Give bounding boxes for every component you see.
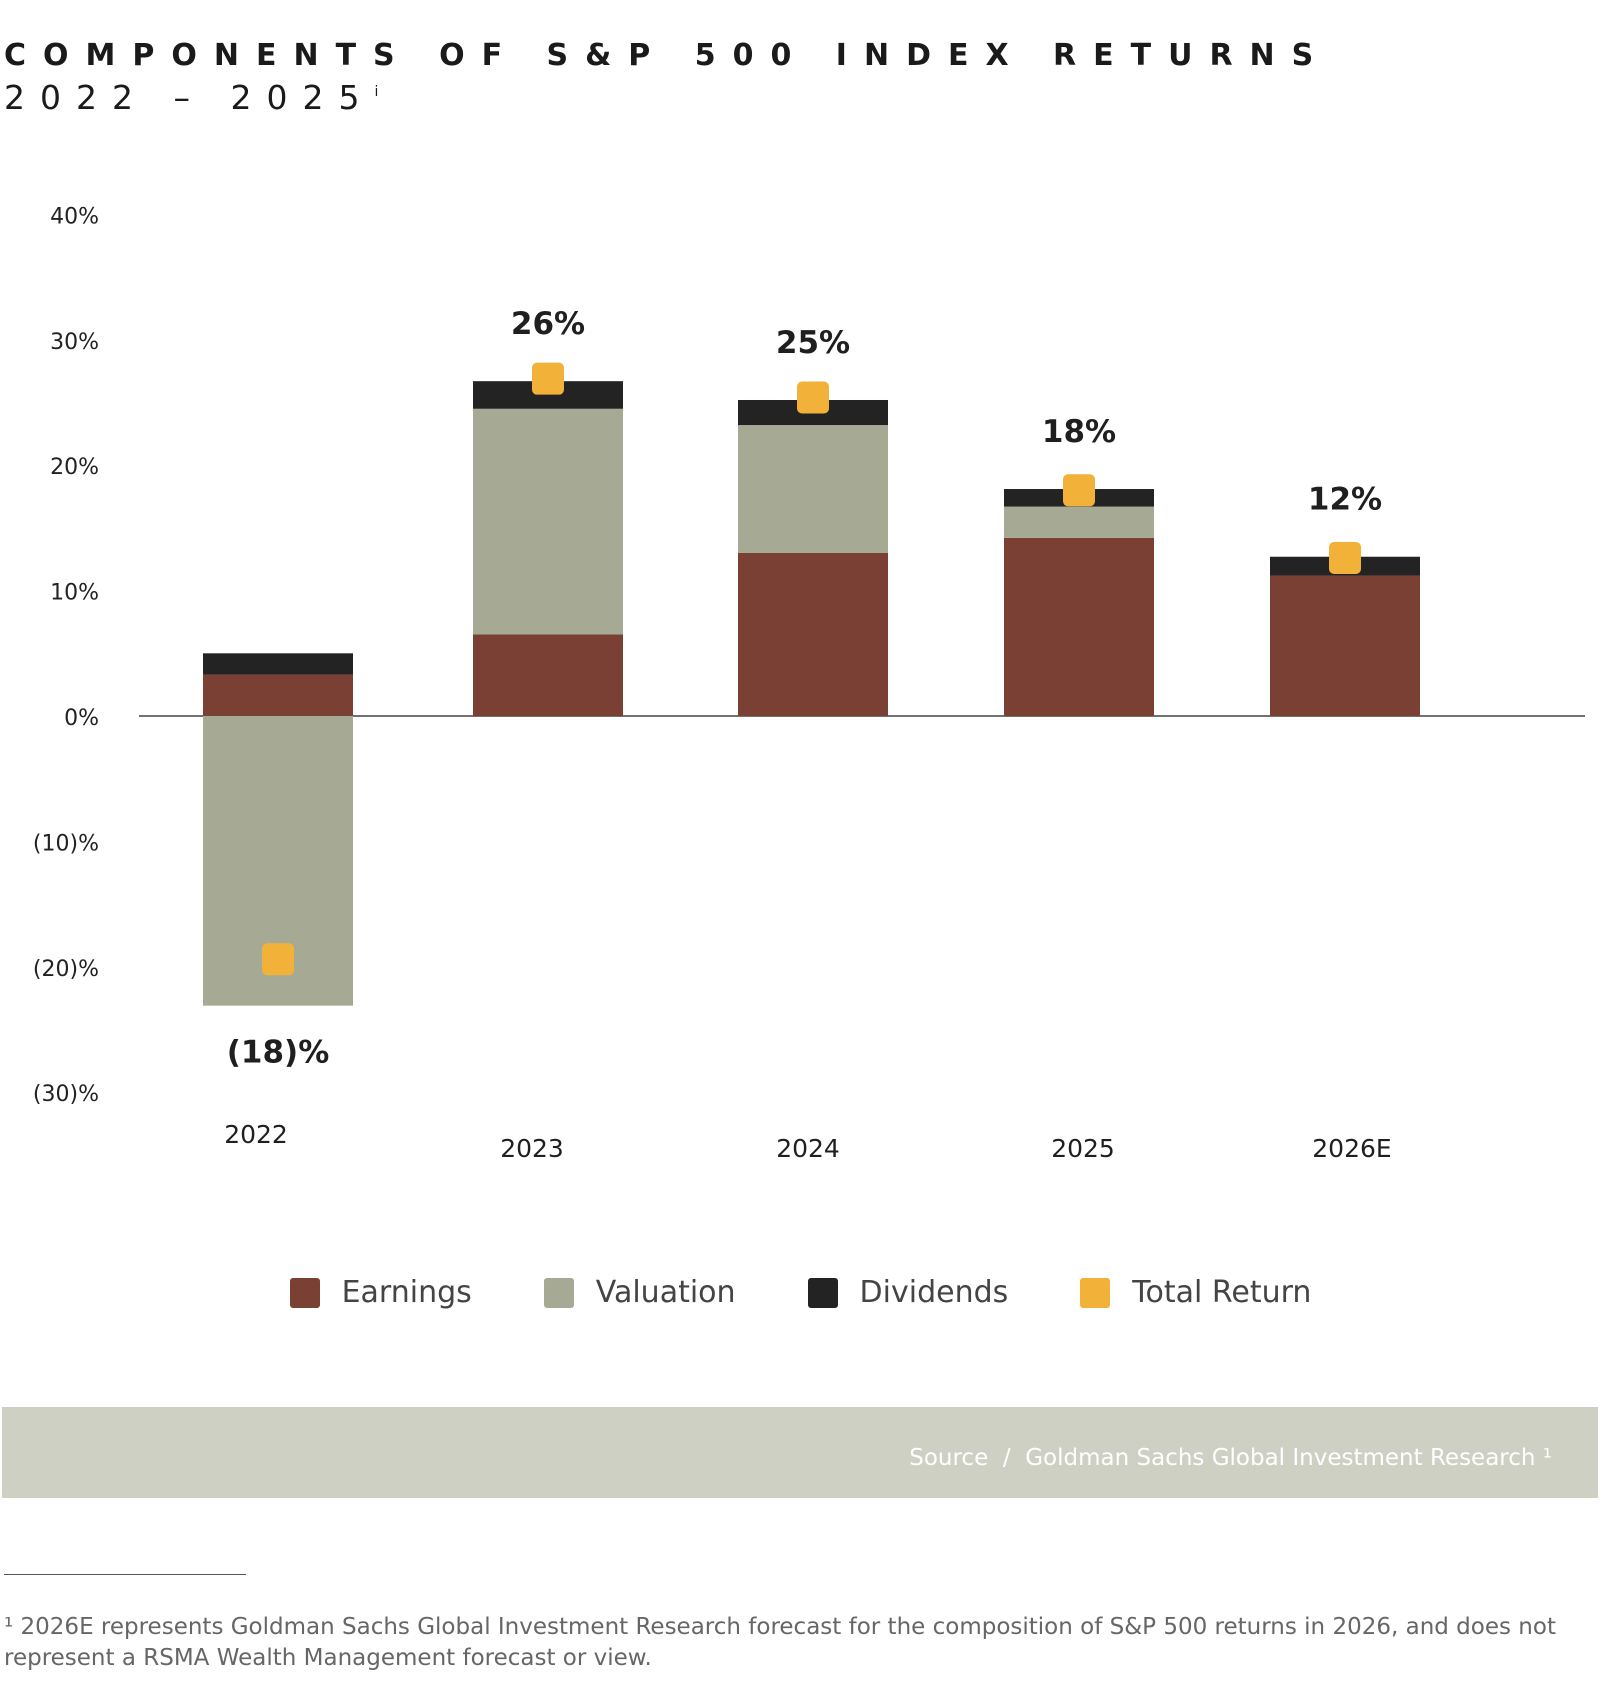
- x-tick-label: 2026E: [1312, 1134, 1391, 1163]
- y-tick-label: 0%: [64, 706, 99, 731]
- bar-dividends-2022: [203, 653, 353, 675]
- y-tick-label: (30)%: [33, 1082, 99, 1107]
- source-name: Goldman Sachs Global Investment Research…: [1025, 1445, 1552, 1471]
- bar-earnings-2025: [1004, 537, 1154, 716]
- legend-label: Dividends: [859, 1275, 1009, 1310]
- data-label: 12%: [1308, 482, 1382, 518]
- footnote: ¹ 2026E represents Goldman Sachs Global …: [4, 1614, 1556, 1671]
- chart-subtitle: 2022 – 2025i: [4, 78, 378, 117]
- total-return-marker: [1329, 541, 1361, 574]
- x-tick-label: 2023: [500, 1134, 564, 1163]
- footnote-divider: [4, 1574, 246, 1575]
- y-tick-label: (20)%: [33, 957, 99, 982]
- subtitle-note-marker: i: [374, 84, 379, 100]
- stacked-bar-chart: 40% 30% 20% 10% 0% (10)% (20)% (30)% (18)% 2022 26…: [33, 204, 1585, 1163]
- legend-label: Valuation: [595, 1275, 736, 1310]
- legend-item-dividends: Dividends: [807, 1275, 1009, 1310]
- subtitle-text: 2022 – 2025: [4, 78, 375, 117]
- legend-label: Total Return: [1132, 1275, 1312, 1310]
- y-tick-label: 20%: [50, 455, 99, 480]
- legend-label: Earnings: [341, 1275, 472, 1310]
- y-tick-label: 40%: [50, 204, 99, 229]
- valuation-swatch: [543, 1277, 574, 1308]
- chart-legend: Earnings Valuation Dividends Total Retur…: [0, 1275, 1601, 1310]
- total-return-marker: [532, 362, 564, 395]
- dividends-swatch: [807, 1277, 838, 1308]
- legend-item-earnings: Earnings: [289, 1275, 472, 1310]
- data-label: 25%: [776, 325, 850, 361]
- total-return-marker: [262, 943, 294, 976]
- y-tick-label: (10)%: [33, 831, 99, 856]
- y-tick-label: 10%: [50, 581, 99, 606]
- total-return-marker: [1063, 474, 1095, 507]
- data-label: 26%: [511, 306, 585, 342]
- bar-earnings-2022: [203, 674, 353, 716]
- bar-valuation-2024: [738, 425, 888, 553]
- bar-valuation-2025: [1004, 506, 1154, 538]
- source-text: Source / Goldman Sachs Global Investment…: [909, 1445, 1552, 1471]
- bar-earnings-2023: [473, 634, 623, 716]
- data-label: (18)%: [227, 1035, 330, 1071]
- x-tick-label: 2024: [776, 1134, 840, 1163]
- x-tick-label: 2025: [1051, 1134, 1115, 1163]
- legend-item-total-return: Total Return: [1080, 1275, 1311, 1310]
- source-label: Source: [909, 1445, 989, 1471]
- legend-item-valuation: Valuation: [543, 1275, 736, 1310]
- y-tick-label: 30%: [50, 330, 99, 355]
- total-return-swatch: [1080, 1277, 1111, 1308]
- bar-valuation-2023: [473, 408, 623, 635]
- source-bar: Source / Goldman Sachs Global Investment…: [2, 1407, 1598, 1498]
- total-return-marker: [797, 381, 829, 414]
- data-label: 18%: [1042, 414, 1116, 450]
- bar-earnings-2024: [738, 552, 888, 716]
- earnings-swatch: [289, 1277, 320, 1308]
- bar-earnings-2026e: [1270, 575, 1420, 716]
- source-separator: /: [1002, 1445, 1011, 1471]
- chart-title: COMPONENTS OF S&P 500 INDEX RETURNS: [4, 38, 1331, 73]
- x-tick-label: 2022: [224, 1120, 288, 1149]
